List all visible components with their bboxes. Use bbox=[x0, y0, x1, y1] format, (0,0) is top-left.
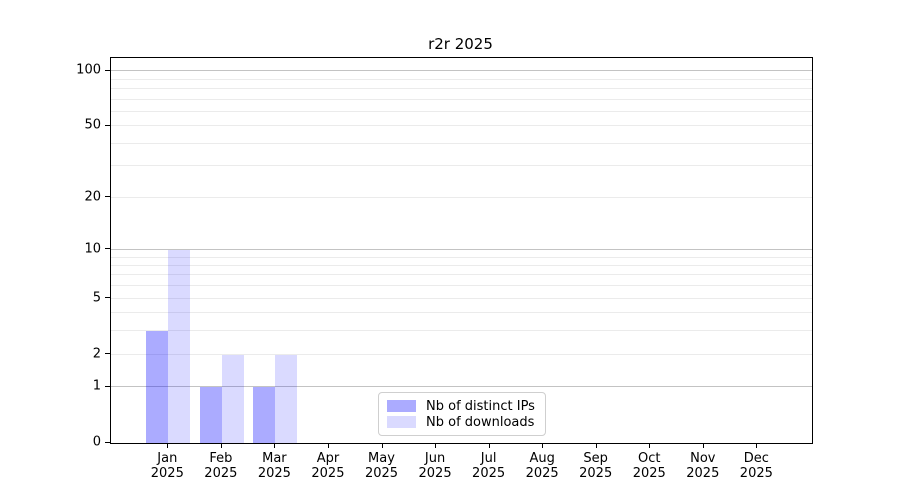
y-tick-label: 50 bbox=[84, 117, 101, 133]
y-tick-mark bbox=[105, 124, 110, 126]
x-tick-month: Apr bbox=[316, 451, 340, 466]
gridline-minor bbox=[111, 88, 812, 89]
y-tick-label: 0 bbox=[92, 434, 101, 450]
bar-downloads bbox=[168, 249, 191, 443]
gridline-major bbox=[111, 70, 812, 72]
x-tick-year: 2025 bbox=[579, 466, 613, 481]
x-tick-month: Jul bbox=[480, 451, 497, 466]
x-tick-month: May bbox=[368, 451, 395, 466]
x-tick-year: 2025 bbox=[632, 466, 666, 481]
x-tick-mark bbox=[702, 443, 704, 448]
y-tick-mark bbox=[105, 352, 110, 354]
x-tick-label: May 2025 bbox=[352, 451, 412, 481]
y-tick-mark bbox=[105, 248, 110, 250]
gridline-minor bbox=[111, 256, 812, 258]
x-tick-month: Aug bbox=[529, 451, 555, 466]
x-tick-year: 2025 bbox=[525, 466, 559, 481]
x-tick-label: Jan 2025 bbox=[137, 451, 197, 481]
bar-downloads bbox=[275, 354, 298, 443]
x-tick-year: 2025 bbox=[472, 466, 506, 481]
legend-item-distinct-ips: Nb of distinct IPs bbox=[387, 398, 537, 414]
gridline-minor bbox=[111, 110, 812, 112]
gridline-minor bbox=[111, 165, 812, 167]
x-tick-year: 2025 bbox=[364, 466, 399, 481]
x-tick-month: Jan bbox=[157, 451, 178, 466]
bar-distinct-ips bbox=[199, 387, 222, 443]
gridline-major bbox=[111, 386, 812, 388]
x-tick-month: Jun bbox=[424, 451, 446, 466]
gridline-minor bbox=[111, 353, 812, 355]
x-tick-month: Dec bbox=[743, 451, 769, 466]
x-tick-label: Jul 2025 bbox=[459, 451, 519, 481]
gridline-minor bbox=[111, 78, 812, 80]
chart-title: r2r 2025 bbox=[428, 35, 493, 53]
x-tick-mark bbox=[220, 443, 222, 448]
x-tick-year: 2025 bbox=[418, 466, 452, 481]
x-tick-mark bbox=[488, 443, 490, 448]
legend-swatch-downloads bbox=[387, 416, 416, 428]
bar-downloads bbox=[221, 354, 244, 443]
y-tick-label: 20 bbox=[84, 189, 101, 205]
y-tick-mark bbox=[105, 385, 110, 387]
x-tick-month: Nov bbox=[690, 451, 716, 466]
x-tick-mark bbox=[595, 443, 597, 448]
legend-label-downloads: Nb of downloads bbox=[426, 414, 535, 430]
legend-item-downloads: Nb of downloads bbox=[387, 414, 537, 430]
x-tick-month: Mar bbox=[262, 451, 287, 466]
x-tick-year: 2025 bbox=[686, 466, 720, 481]
x-tick-year: 2025 bbox=[311, 466, 345, 481]
x-tick-label: Sep 2025 bbox=[566, 451, 626, 481]
x-tick-month: Oct bbox=[638, 451, 661, 466]
bar-distinct-ips bbox=[146, 331, 169, 443]
gridline-minor bbox=[111, 285, 812, 287]
x-tick-label: Oct 2025 bbox=[619, 451, 679, 481]
gridline-minor bbox=[111, 142, 812, 144]
x-tick-label: Aug 2025 bbox=[512, 451, 572, 481]
gridline-minor bbox=[111, 196, 812, 198]
x-tick-year: 2025 bbox=[204, 466, 238, 481]
y-tick-mark bbox=[105, 441, 110, 443]
y-tick-label: 2 bbox=[92, 346, 101, 361]
x-tick-label: Mar 2025 bbox=[244, 451, 304, 481]
gridline-major bbox=[111, 248, 812, 250]
y-tick-mark bbox=[105, 69, 110, 71]
x-tick-year: 2025 bbox=[150, 466, 184, 481]
plot-area bbox=[110, 57, 813, 444]
x-tick-label: Nov 2025 bbox=[673, 451, 733, 481]
y-tick-mark bbox=[105, 196, 110, 198]
x-tick-mark bbox=[435, 443, 437, 448]
gridline-minor bbox=[111, 312, 812, 314]
gridline-minor bbox=[111, 297, 812, 299]
x-tick-mark bbox=[649, 443, 651, 448]
y-tick-label: 100 bbox=[76, 62, 101, 78]
x-tick-mark bbox=[756, 443, 758, 448]
gridline-minor bbox=[111, 274, 812, 276]
y-tick-label: 5 bbox=[92, 290, 101, 306]
legend: Nb of distinct IPs Nb of downloads bbox=[378, 392, 546, 436]
y-tick-label: 10 bbox=[84, 241, 101, 257]
x-tick-mark bbox=[274, 443, 276, 448]
gridline-minor bbox=[111, 125, 812, 127]
gridline-minor bbox=[111, 330, 812, 332]
x-tick-mark bbox=[542, 443, 544, 448]
y-tick-mark bbox=[105, 297, 110, 299]
legend-label-distinct-ips: Nb of distinct IPs bbox=[426, 398, 535, 414]
legend-swatch-distinct-ips bbox=[387, 400, 416, 412]
x-tick-mark bbox=[327, 443, 329, 448]
x-tick-month: Feb bbox=[209, 451, 233, 466]
x-tick-mark bbox=[381, 443, 383, 448]
x-tick-label: Apr 2025 bbox=[298, 451, 358, 481]
x-tick-month: Sep bbox=[583, 451, 608, 466]
x-tick-label: Feb 2025 bbox=[191, 451, 251, 481]
bar-distinct-ips bbox=[253, 387, 276, 443]
gridline-minor bbox=[111, 265, 812, 266]
x-tick-year: 2025 bbox=[257, 466, 291, 481]
x-tick-year: 2025 bbox=[739, 466, 773, 481]
x-tick-label: Jun 2025 bbox=[405, 451, 465, 481]
x-tick-label: Dec 2025 bbox=[726, 451, 786, 481]
x-tick-mark bbox=[167, 443, 169, 448]
gridline-minor bbox=[111, 98, 812, 100]
y-tick-label: 1 bbox=[92, 378, 101, 394]
